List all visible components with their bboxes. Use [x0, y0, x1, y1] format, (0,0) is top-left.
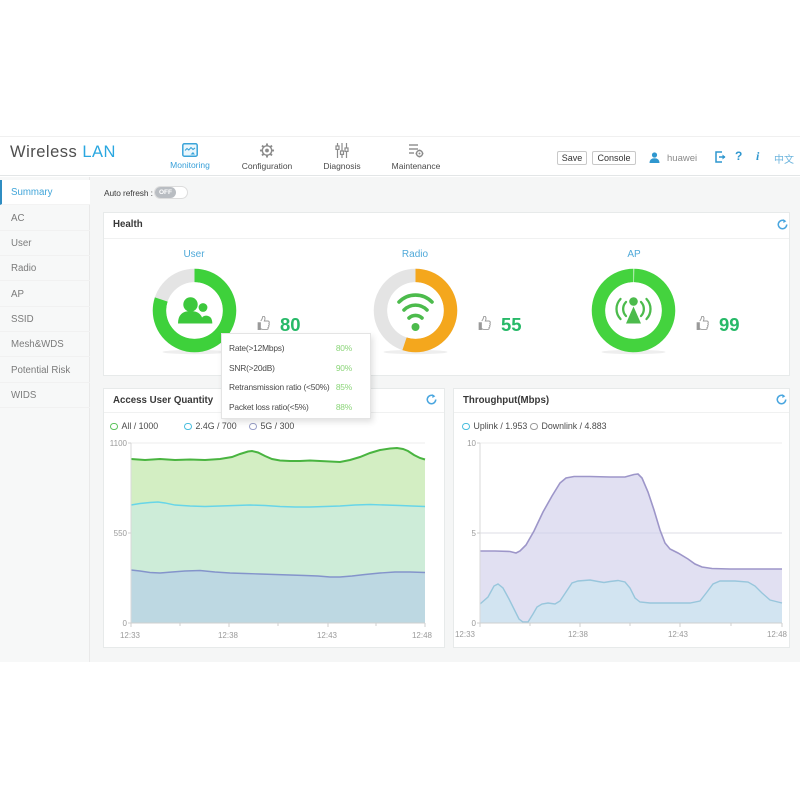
- svg-text:550: 550: [114, 529, 128, 538]
- svg-text:12:43: 12:43: [668, 630, 689, 639]
- svg-text:12:33: 12:33: [455, 630, 476, 639]
- svg-text:5: 5: [472, 529, 477, 538]
- svg-text:0: 0: [472, 619, 477, 628]
- svg-text:12:38: 12:38: [218, 631, 239, 640]
- svg-text:12:33: 12:33: [120, 631, 141, 640]
- svg-text:12:43: 12:43: [317, 631, 338, 640]
- svg-text:1100: 1100: [110, 439, 128, 448]
- svg-text:12:48: 12:48: [412, 631, 433, 640]
- svg-text:12:48: 12:48: [767, 630, 788, 639]
- svg-text:0: 0: [123, 619, 128, 628]
- svg-text:12:38: 12:38: [568, 630, 589, 639]
- svg-text:10: 10: [467, 439, 476, 448]
